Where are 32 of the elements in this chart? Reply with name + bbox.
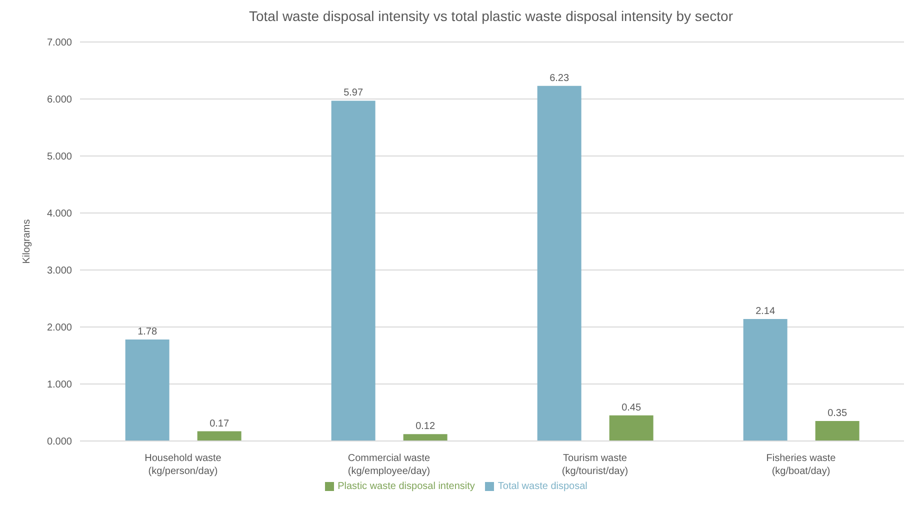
y-tick-label: 2.000 [46, 322, 72, 334]
data-label: 2.14 [756, 306, 776, 318]
data-label: 0.35 [828, 408, 848, 420]
bar [815, 421, 860, 441]
bar [403, 434, 448, 441]
data-label: 0.45 [622, 402, 642, 414]
y-tick-label: 1.000 [46, 380, 72, 391]
data-label: 5.97 [344, 88, 364, 99]
data-label: 6.23 [550, 72, 570, 84]
legend-label: Total waste disposal [498, 481, 588, 492]
bar [125, 340, 170, 441]
data-label: 0.17 [210, 418, 230, 430]
bar [609, 415, 654, 441]
legend-label: Plastic waste disposal intensity [338, 481, 475, 492]
bar [197, 431, 242, 441]
data-label: 1.78 [138, 326, 158, 338]
data-label: 0.12 [416, 421, 436, 432]
bar [743, 319, 788, 441]
y-tick-label: 3.000 [46, 266, 72, 277]
y-tick-label: 7.000 [46, 38, 72, 49]
y-tick-label: 6.000 [46, 94, 72, 106]
y-tick-label: 5.000 [46, 152, 72, 163]
x-tick-label: Fisheries waste (kg/boat/day) [766, 453, 836, 477]
bar [537, 86, 582, 441]
chart-title: Total waste disposal intensity vs total plastic waste disposal intensity by sector [248, 8, 734, 24]
x-tick-label: Commercial waste (kg/employee/day) [348, 453, 431, 477]
y-axis-title: Kilograms [22, 219, 33, 264]
bar [331, 100, 376, 441]
y-tick-label: 0.000 [46, 436, 72, 448]
y-tick-label: 4.000 [46, 208, 72, 220]
x-tick-label: Tourism waste (kg/tourist/day) [562, 453, 628, 477]
x-tick-label: Household waste (kg/person/day) [144, 453, 222, 477]
